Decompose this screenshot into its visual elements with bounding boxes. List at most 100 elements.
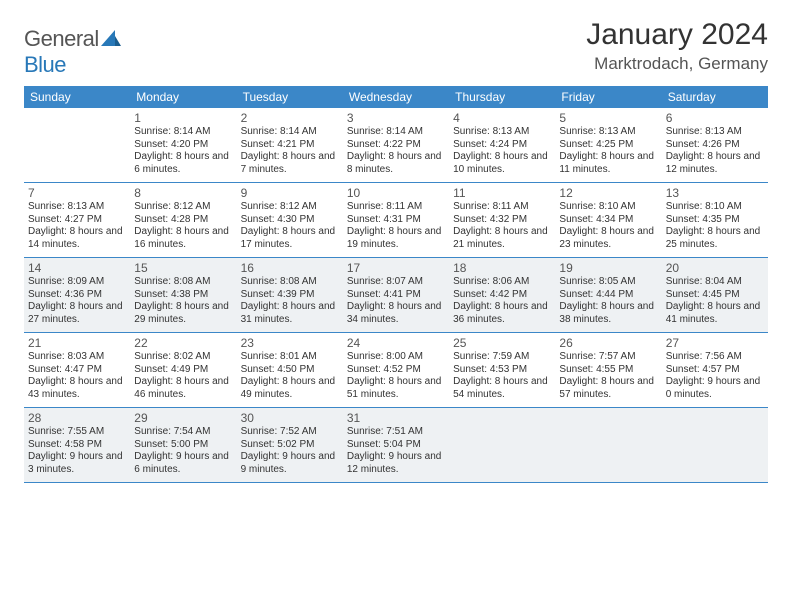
day-number: 25 <box>453 336 551 350</box>
day-number: 27 <box>666 336 764 350</box>
day-cell <box>555 408 661 482</box>
day-number: 23 <box>241 336 339 350</box>
day-number: 3 <box>347 111 445 125</box>
day-cell: 18Sunrise: 8:06 AMSunset: 4:42 PMDayligh… <box>449 258 555 332</box>
day-cell: 3Sunrise: 8:14 AMSunset: 4:22 PMDaylight… <box>343 108 449 182</box>
day-cell: 1Sunrise: 8:14 AMSunset: 4:20 PMDaylight… <box>130 108 236 182</box>
day-number: 17 <box>347 261 445 275</box>
month-title: January 2024 <box>586 18 768 52</box>
day-cell: 23Sunrise: 8:01 AMSunset: 4:50 PMDayligh… <box>237 333 343 407</box>
day-cell: 10Sunrise: 8:11 AMSunset: 4:31 PMDayligh… <box>343 183 449 257</box>
day-number: 2 <box>241 111 339 125</box>
day-cell: 16Sunrise: 8:08 AMSunset: 4:39 PMDayligh… <box>237 258 343 332</box>
day-number: 8 <box>134 186 232 200</box>
day-number: 30 <box>241 411 339 425</box>
day-cell: 11Sunrise: 8:11 AMSunset: 4:32 PMDayligh… <box>449 183 555 257</box>
dow-header-cell: Monday <box>130 86 236 108</box>
day-number: 16 <box>241 261 339 275</box>
day-info: Sunrise: 8:11 AMSunset: 4:32 PMDaylight:… <box>453 201 551 251</box>
day-info: Sunrise: 8:06 AMSunset: 4:42 PMDaylight:… <box>453 276 551 326</box>
day-cell: 24Sunrise: 8:00 AMSunset: 4:52 PMDayligh… <box>343 333 449 407</box>
day-info: Sunrise: 7:54 AMSunset: 5:00 PMDaylight:… <box>134 426 232 476</box>
day-number: 19 <box>559 261 657 275</box>
day-number: 26 <box>559 336 657 350</box>
day-number: 20 <box>666 261 764 275</box>
day-number: 18 <box>453 261 551 275</box>
dow-header-row: SundayMondayTuesdayWednesdayThursdayFrid… <box>24 86 768 108</box>
day-number: 31 <box>347 411 445 425</box>
day-info: Sunrise: 8:13 AMSunset: 4:24 PMDaylight:… <box>453 126 551 176</box>
day-cell: 26Sunrise: 7:57 AMSunset: 4:55 PMDayligh… <box>555 333 661 407</box>
dow-header-cell: Tuesday <box>237 86 343 108</box>
day-info: Sunrise: 8:11 AMSunset: 4:31 PMDaylight:… <box>347 201 445 251</box>
day-number: 13 <box>666 186 764 200</box>
day-info: Sunrise: 7:56 AMSunset: 4:57 PMDaylight:… <box>666 351 764 401</box>
day-cell <box>449 408 555 482</box>
day-cell: 27Sunrise: 7:56 AMSunset: 4:57 PMDayligh… <box>662 333 768 407</box>
day-cell: 28Sunrise: 7:55 AMSunset: 4:58 PMDayligh… <box>24 408 130 482</box>
dow-header-cell: Friday <box>555 86 661 108</box>
day-info: Sunrise: 8:08 AMSunset: 4:38 PMDaylight:… <box>134 276 232 326</box>
header: General Blue January 2024 Marktrodach, G… <box>24 18 768 78</box>
day-number: 10 <box>347 186 445 200</box>
day-cell: 31Sunrise: 7:51 AMSunset: 5:04 PMDayligh… <box>343 408 449 482</box>
day-number: 9 <box>241 186 339 200</box>
day-info: Sunrise: 7:59 AMSunset: 4:53 PMDaylight:… <box>453 351 551 401</box>
brand-logo: General Blue <box>24 18 121 78</box>
day-number: 15 <box>134 261 232 275</box>
brand-word-1: General <box>24 26 99 51</box>
day-number: 14 <box>28 261 126 275</box>
day-number: 12 <box>559 186 657 200</box>
day-number: 5 <box>559 111 657 125</box>
day-cell: 30Sunrise: 7:52 AMSunset: 5:02 PMDayligh… <box>237 408 343 482</box>
day-number: 29 <box>134 411 232 425</box>
brand-word-2: Blue <box>24 52 66 77</box>
day-info: Sunrise: 8:05 AMSunset: 4:44 PMDaylight:… <box>559 276 657 326</box>
day-number: 1 <box>134 111 232 125</box>
day-info: Sunrise: 8:04 AMSunset: 4:45 PMDaylight:… <box>666 276 764 326</box>
title-block: January 2024 Marktrodach, Germany <box>586 18 768 74</box>
day-number: 28 <box>28 411 126 425</box>
dow-header-cell: Sunday <box>24 86 130 108</box>
day-number: 21 <box>28 336 126 350</box>
day-info: Sunrise: 8:01 AMSunset: 4:50 PMDaylight:… <box>241 351 339 401</box>
day-cell <box>662 408 768 482</box>
day-cell: 9Sunrise: 8:12 AMSunset: 4:30 PMDaylight… <box>237 183 343 257</box>
day-cell <box>24 108 130 182</box>
brand-text: General Blue <box>24 26 121 78</box>
brand-mark-icon <box>101 26 121 52</box>
calendar-week-row: 21Sunrise: 8:03 AMSunset: 4:47 PMDayligh… <box>24 333 768 408</box>
dow-header-cell: Wednesday <box>343 86 449 108</box>
day-cell: 29Sunrise: 7:54 AMSunset: 5:00 PMDayligh… <box>130 408 236 482</box>
day-info: Sunrise: 8:07 AMSunset: 4:41 PMDaylight:… <box>347 276 445 326</box>
day-info: Sunrise: 8:02 AMSunset: 4:49 PMDaylight:… <box>134 351 232 401</box>
day-info: Sunrise: 8:13 AMSunset: 4:27 PMDaylight:… <box>28 201 126 251</box>
day-info: Sunrise: 8:14 AMSunset: 4:22 PMDaylight:… <box>347 126 445 176</box>
day-info: Sunrise: 8:10 AMSunset: 4:34 PMDaylight:… <box>559 201 657 251</box>
day-info: Sunrise: 8:14 AMSunset: 4:21 PMDaylight:… <box>241 126 339 176</box>
calendar-week-row: 1Sunrise: 8:14 AMSunset: 4:20 PMDaylight… <box>24 108 768 183</box>
day-cell: 22Sunrise: 8:02 AMSunset: 4:49 PMDayligh… <box>130 333 236 407</box>
day-number: 6 <box>666 111 764 125</box>
day-info: Sunrise: 7:52 AMSunset: 5:02 PMDaylight:… <box>241 426 339 476</box>
day-info: Sunrise: 7:51 AMSunset: 5:04 PMDaylight:… <box>347 426 445 476</box>
calendar-week-row: 28Sunrise: 7:55 AMSunset: 4:58 PMDayligh… <box>24 408 768 483</box>
day-cell: 2Sunrise: 8:14 AMSunset: 4:21 PMDaylight… <box>237 108 343 182</box>
day-info: Sunrise: 8:13 AMSunset: 4:26 PMDaylight:… <box>666 126 764 176</box>
day-number: 4 <box>453 111 551 125</box>
day-cell: 12Sunrise: 8:10 AMSunset: 4:34 PMDayligh… <box>555 183 661 257</box>
day-info: Sunrise: 8:12 AMSunset: 4:28 PMDaylight:… <box>134 201 232 251</box>
calendar-week-row: 14Sunrise: 8:09 AMSunset: 4:36 PMDayligh… <box>24 258 768 333</box>
day-info: Sunrise: 7:55 AMSunset: 4:58 PMDaylight:… <box>28 426 126 476</box>
calendar: SundayMondayTuesdayWednesdayThursdayFrid… <box>24 86 768 483</box>
day-cell: 25Sunrise: 7:59 AMSunset: 4:53 PMDayligh… <box>449 333 555 407</box>
day-info: Sunrise: 8:13 AMSunset: 4:25 PMDaylight:… <box>559 126 657 176</box>
day-info: Sunrise: 8:03 AMSunset: 4:47 PMDaylight:… <box>28 351 126 401</box>
day-info: Sunrise: 8:12 AMSunset: 4:30 PMDaylight:… <box>241 201 339 251</box>
day-cell: 8Sunrise: 8:12 AMSunset: 4:28 PMDaylight… <box>130 183 236 257</box>
day-number: 22 <box>134 336 232 350</box>
day-cell: 4Sunrise: 8:13 AMSunset: 4:24 PMDaylight… <box>449 108 555 182</box>
day-cell: 6Sunrise: 8:13 AMSunset: 4:26 PMDaylight… <box>662 108 768 182</box>
day-info: Sunrise: 8:09 AMSunset: 4:36 PMDaylight:… <box>28 276 126 326</box>
day-cell: 19Sunrise: 8:05 AMSunset: 4:44 PMDayligh… <box>555 258 661 332</box>
